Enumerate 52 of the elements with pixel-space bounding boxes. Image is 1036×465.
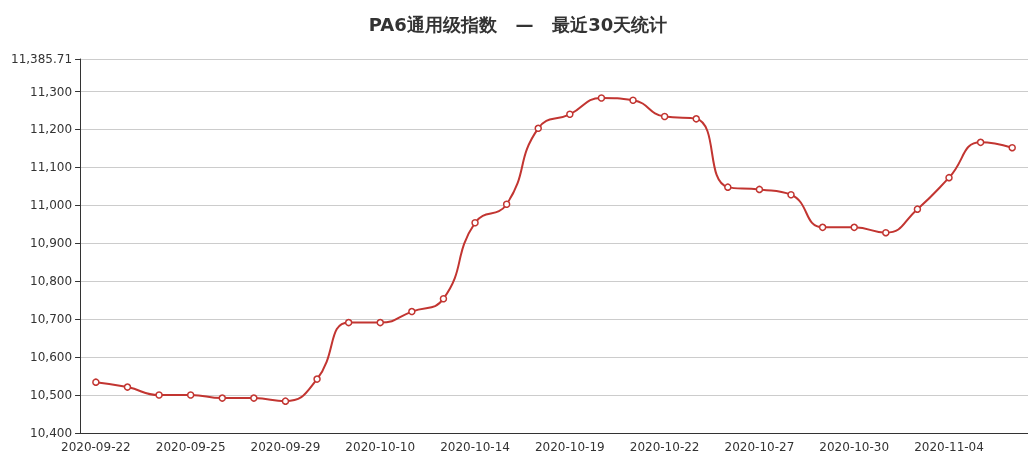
point [123,383,132,391]
point [755,185,764,194]
point [818,223,827,232]
y-tick-label: 11,000 [30,198,73,213]
point [597,94,606,102]
y-tick-label: 10,500 [30,388,73,403]
point [945,173,953,182]
x-tick-label: 2020-11-04 [914,440,984,454]
point [566,110,574,119]
y-tick-label: 10,600 [30,350,73,365]
x-tick-label: 2020-10-10 [345,440,416,454]
point [155,391,163,399]
x-tick-label: 2020-09-29 [250,440,321,454]
x-tick-label: 2020-10-14 [440,440,510,454]
x-tick-label: 2020-10-22 [629,440,700,454]
point [186,391,195,399]
x-tick-label: 2020-10-27 [724,440,795,454]
point [629,96,637,104]
point [692,115,700,123]
point [660,112,669,121]
point [1008,143,1016,152]
point [787,190,795,199]
chart-title: PA6通用级指数 — 最近30天统计 [368,13,668,35]
y-tick-label: 11,100 [30,160,73,175]
point [850,223,858,232]
point [281,397,290,405]
x-tick-label: 2020-10-30 [819,440,890,454]
y-tick-label: 10,900 [30,236,73,251]
y-tick-label: 11,200 [30,122,73,137]
point [913,205,922,213]
point [471,219,479,227]
point [724,183,732,191]
y-tick-label: 10,700 [30,312,73,327]
point [250,394,258,402]
point [534,124,542,133]
y-tick-label: 10,400 [30,426,73,440]
x-tick-label: 2020-10-19 [534,440,605,454]
x-tick-label: 2020-09-22 [61,440,131,454]
y-tick-label: 11,385.71 [10,52,73,66]
point [313,375,321,383]
point [408,307,416,316]
point [92,378,100,386]
point [218,394,227,402]
point [344,318,353,327]
point [502,200,511,208]
point [376,318,384,327]
point [882,228,890,237]
point [439,294,448,303]
y-tick-label: 11,300 [30,84,73,99]
point [976,138,985,147]
x-tick-label: 2020-09-25 [155,440,226,454]
y-tick-label: 10,800 [30,274,73,289]
